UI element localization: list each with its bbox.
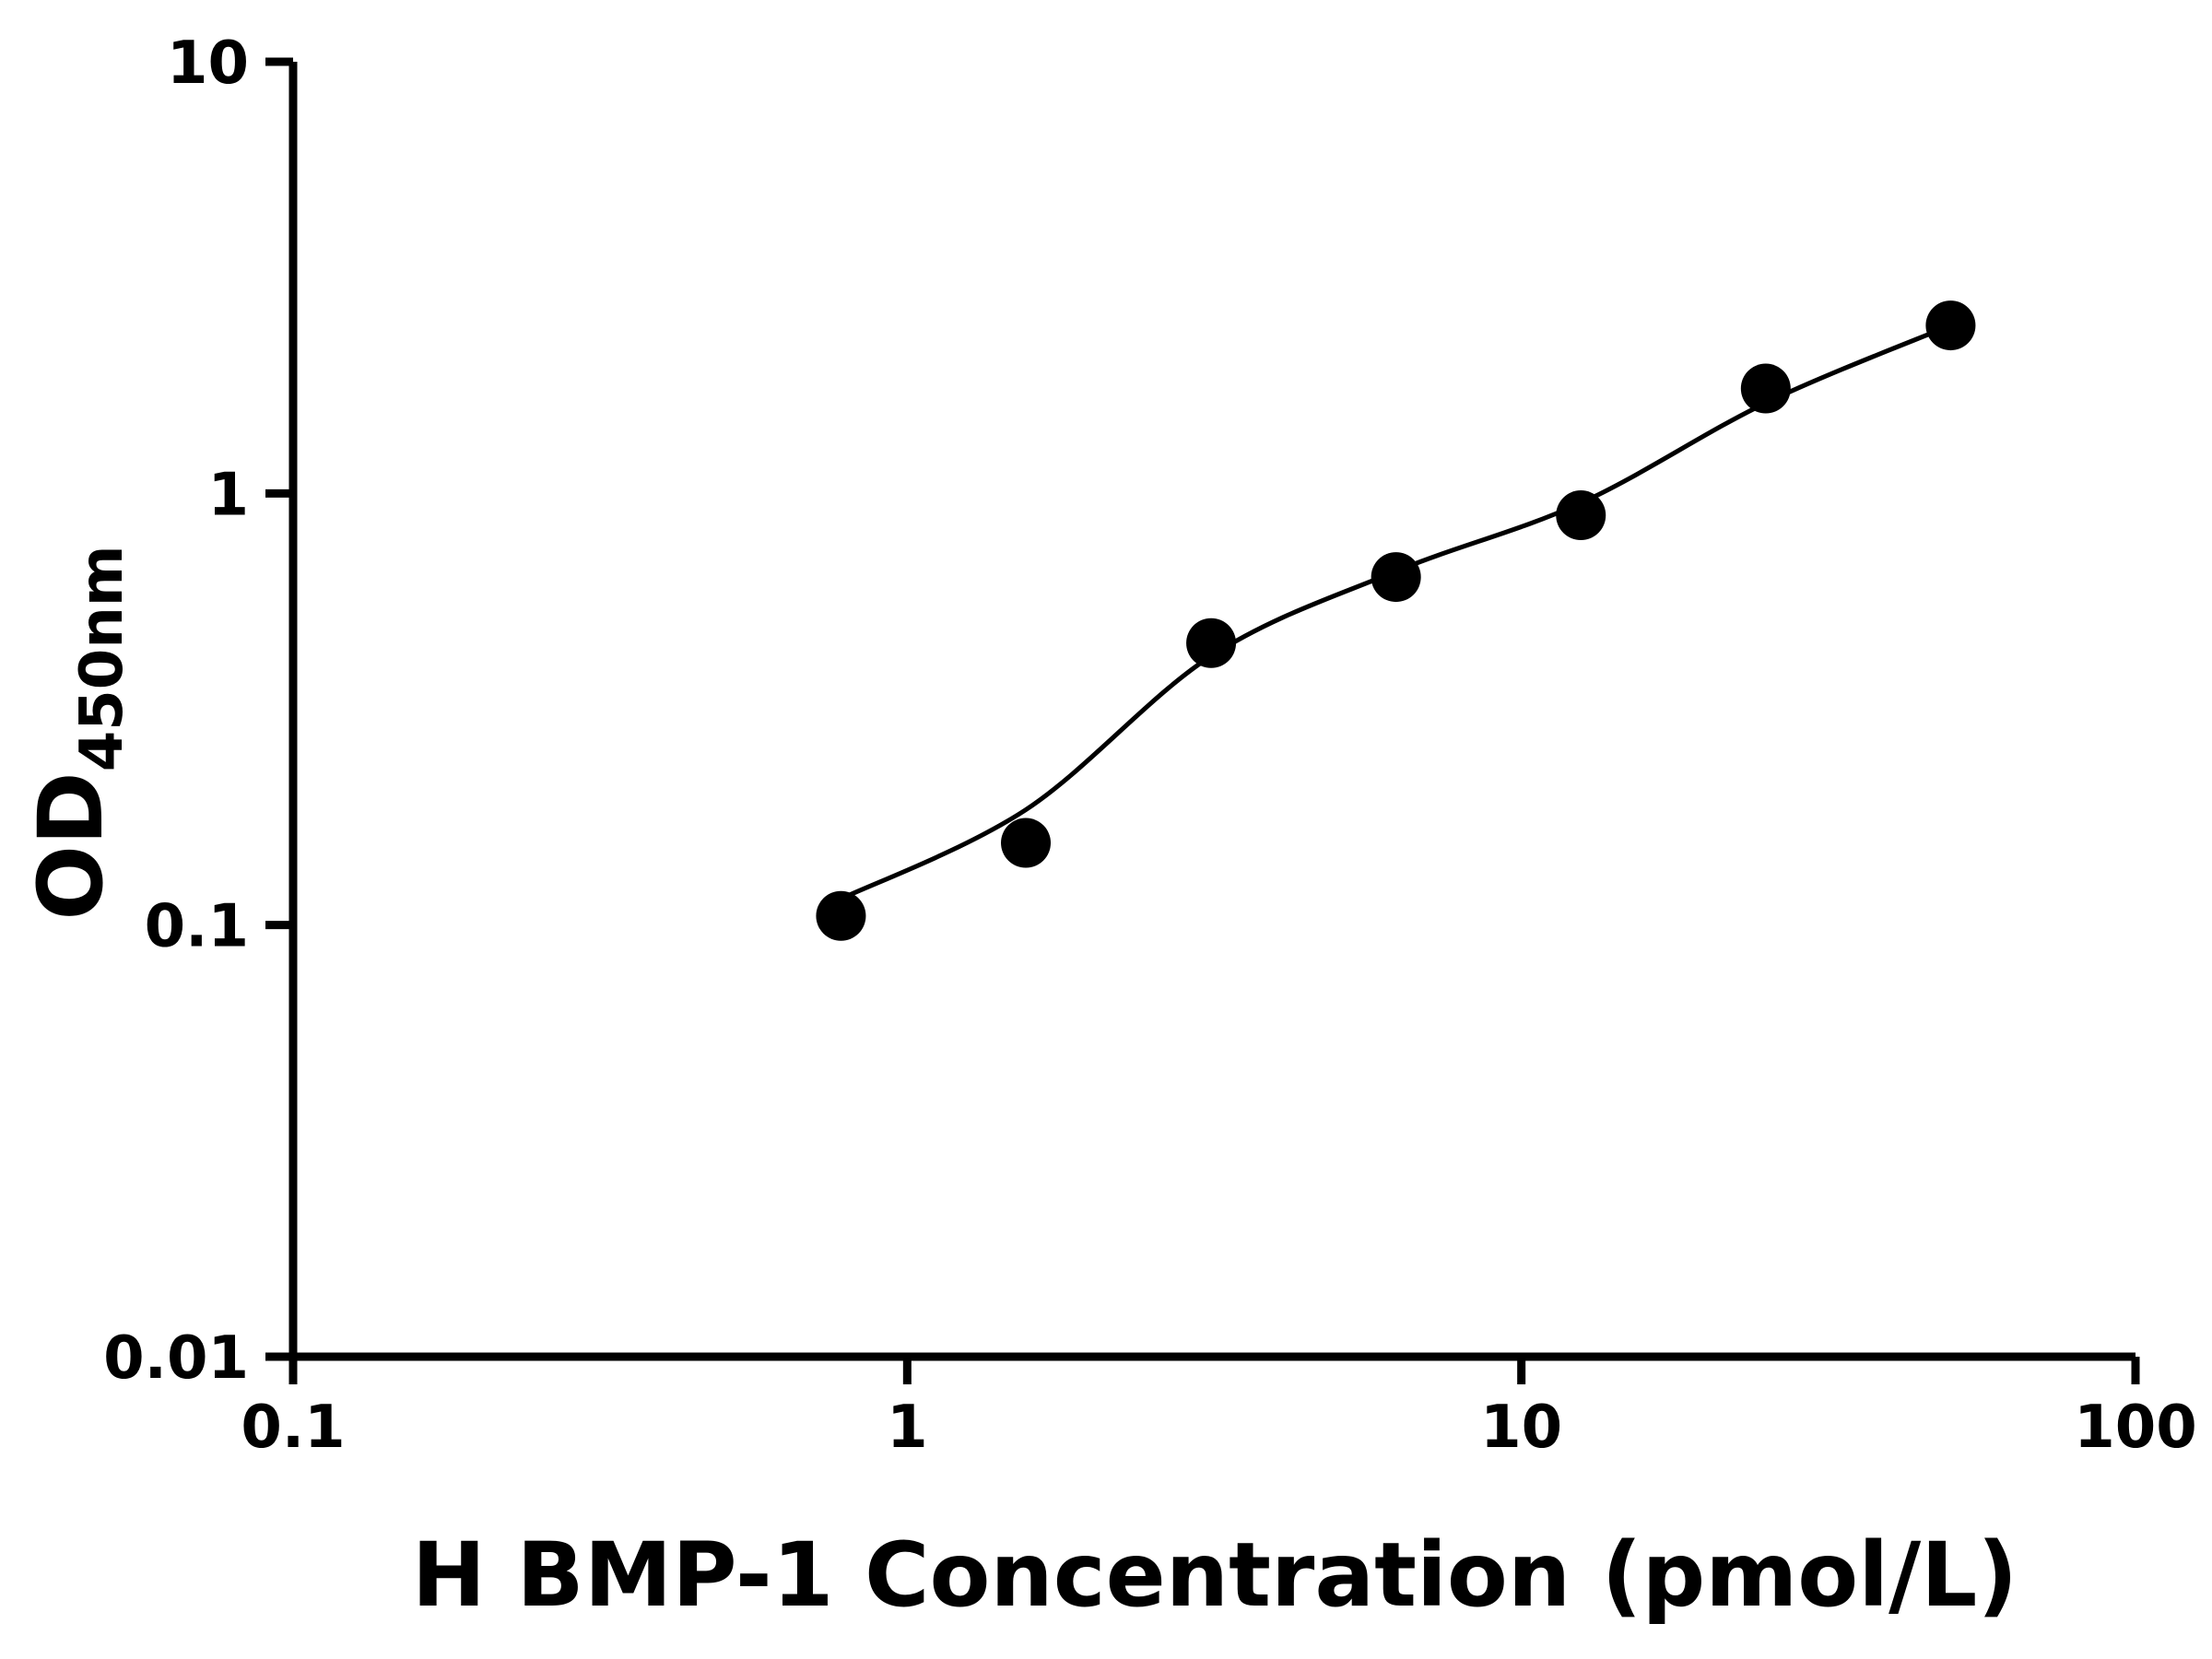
y-tick-label: 0.1 <box>145 893 249 961</box>
x-tick-label: 1 <box>887 1394 928 1462</box>
y-tick-label: 1 <box>207 461 249 529</box>
x-tick-label: 10 <box>1480 1394 1562 1462</box>
y-axis-title-main: OD <box>19 771 123 920</box>
y-tick-label: 0.01 <box>103 1324 249 1393</box>
fit-curve <box>840 323 1952 901</box>
data-point <box>1186 618 1237 668</box>
data-point <box>1740 363 1791 414</box>
data-point <box>816 890 866 941</box>
data-point <box>1371 552 1421 603</box>
x-tick-label: 100 <box>2074 1394 2197 1462</box>
data-point <box>1925 300 1976 351</box>
y-tick-label: 10 <box>167 29 249 98</box>
x-axis-title: H BMP-1 Concentration (pmol/L) <box>412 1524 2018 1627</box>
x-tick-label: 0.1 <box>241 1394 345 1462</box>
data-point <box>1556 490 1606 541</box>
y-axis-title-subscript: 450nm <box>68 545 136 771</box>
data-point <box>1001 818 1052 868</box>
y-axis-title: OD450nm <box>19 545 136 920</box>
axes-frame <box>288 62 2136 1361</box>
